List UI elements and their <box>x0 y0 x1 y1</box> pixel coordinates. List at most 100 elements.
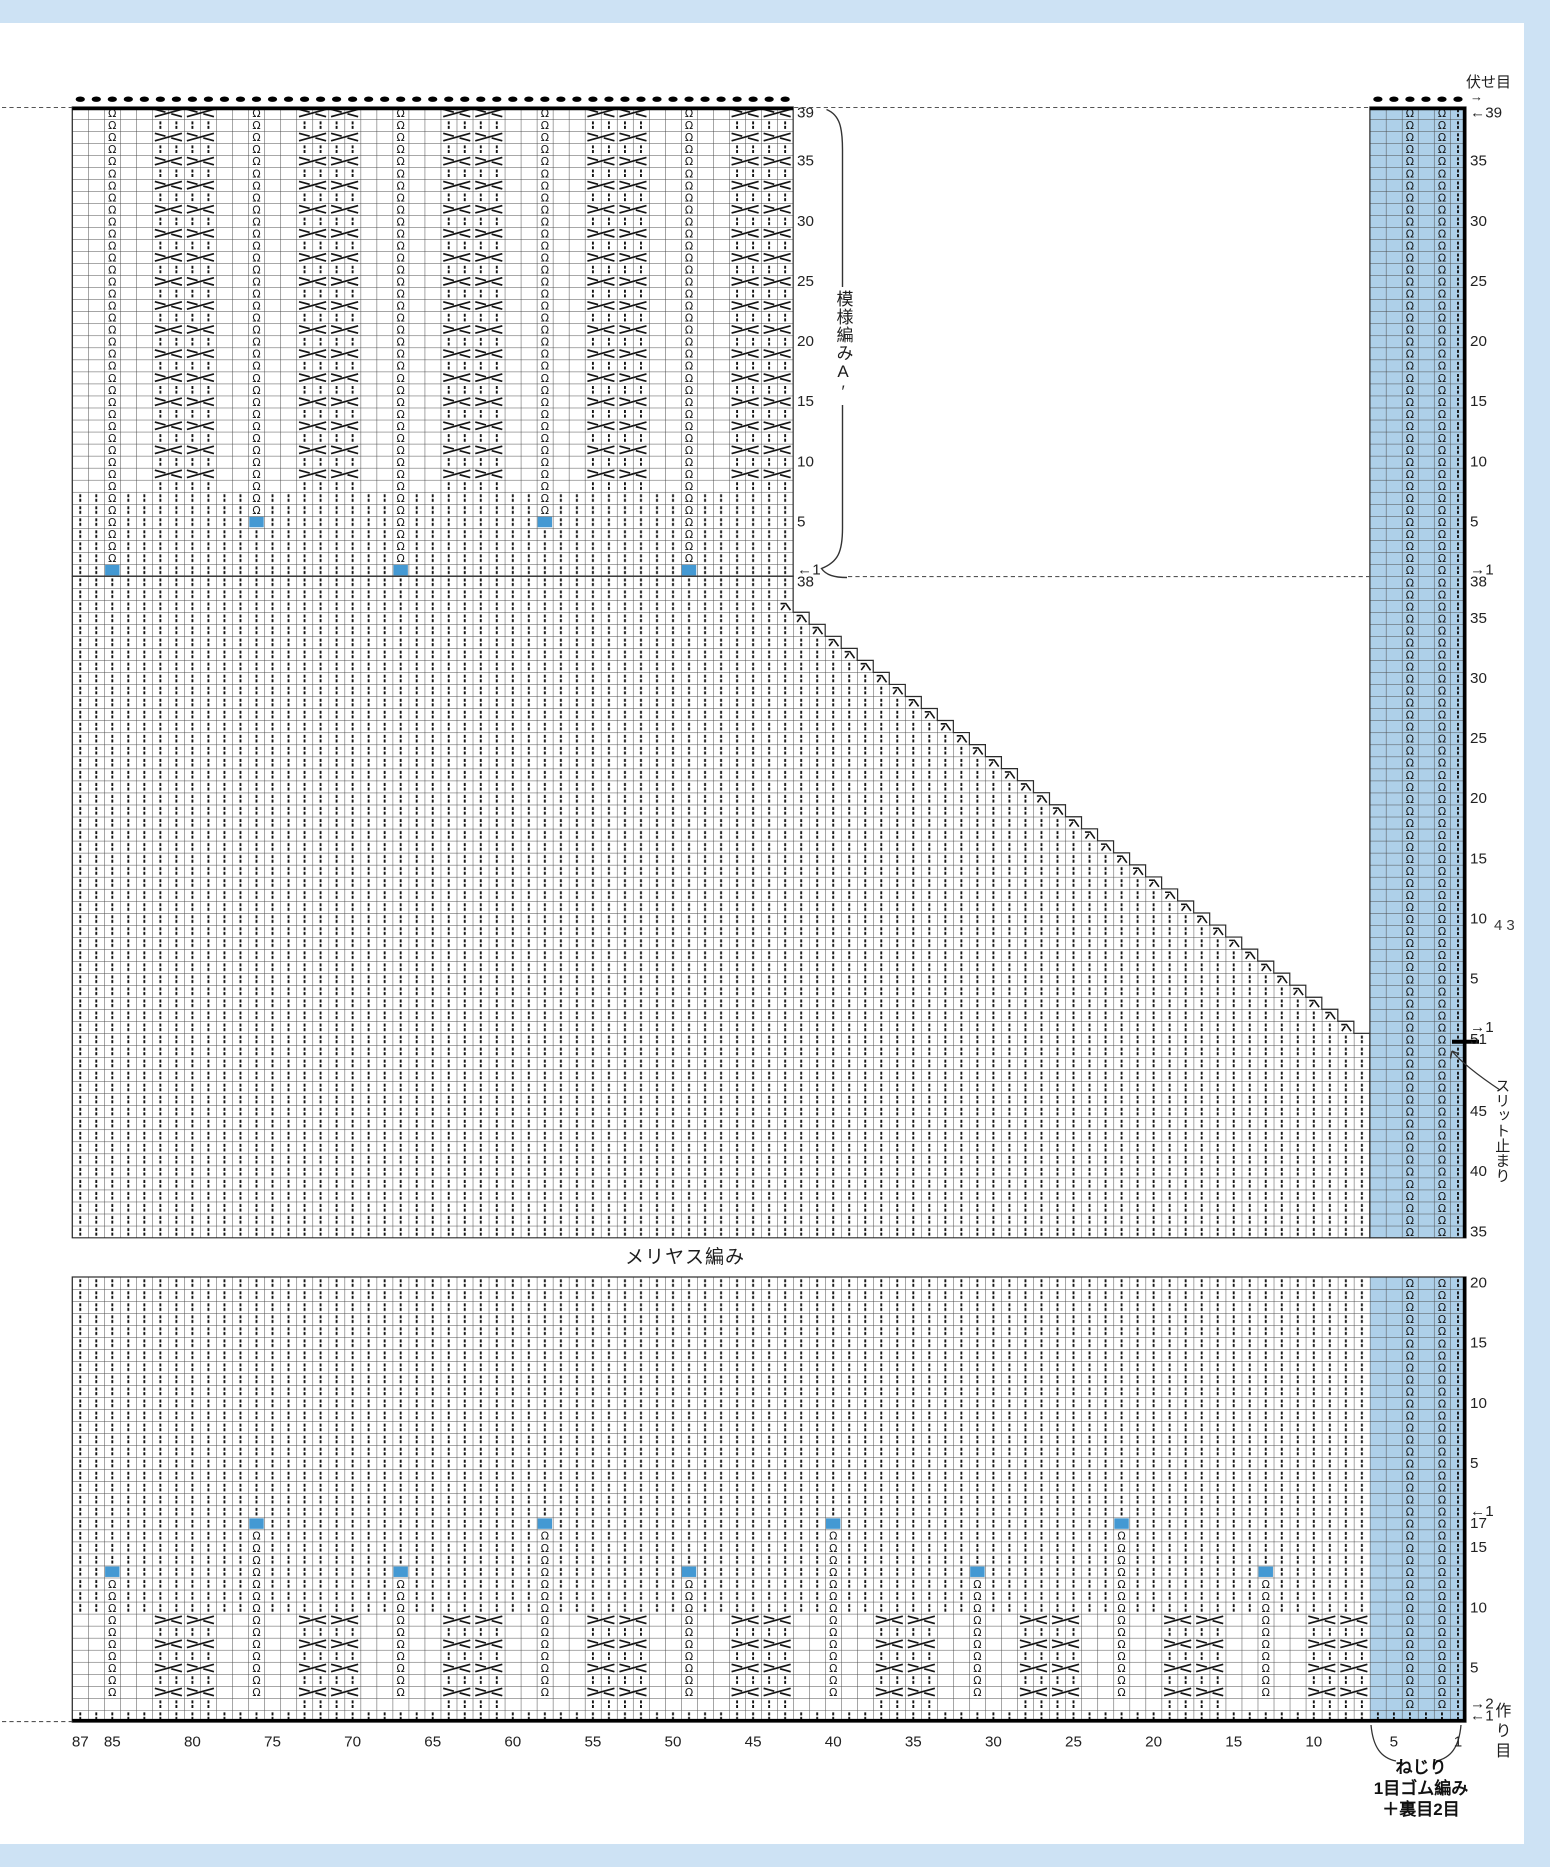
svg-text:Ω: Ω <box>108 492 116 505</box>
svg-text:Ω: Ω <box>1438 1277 1446 1290</box>
svg-text:Ω: Ω <box>829 1662 837 1675</box>
bind-off-label: 伏せ目 <box>1466 74 1512 91</box>
svg-text:30: 30 <box>1470 670 1487 687</box>
svg-text:Ω: Ω <box>252 155 260 168</box>
svg-text:Ω: Ω <box>1438 1082 1446 1095</box>
svg-text:Ω: Ω <box>541 456 549 469</box>
svg-text:Ω: Ω <box>1438 1494 1446 1507</box>
svg-text:Ω: Ω <box>108 420 116 433</box>
svg-text:Ω: Ω <box>1438 239 1446 252</box>
svg-text:Ω: Ω <box>973 1626 981 1639</box>
chart-outlines <box>71 106 1479 1723</box>
svg-text:Ω: Ω <box>829 1650 837 1663</box>
svg-text:Ω: Ω <box>685 408 693 421</box>
svg-text:Ω: Ω <box>685 336 693 349</box>
svg-text:Ω: Ω <box>252 456 260 469</box>
svg-text:Ω: Ω <box>108 1626 116 1639</box>
svg-text:Ω: Ω <box>1438 600 1446 613</box>
svg-text:Ω: Ω <box>397 107 405 120</box>
svg-text:Ω: Ω <box>252 1602 260 1615</box>
svg-text:Ω: Ω <box>1406 877 1414 890</box>
svg-text:5: 5 <box>1390 1734 1398 1751</box>
svg-text:Ω: Ω <box>252 384 260 397</box>
svg-text:Ω: Ω <box>685 552 693 565</box>
svg-text:Ω: Ω <box>685 492 693 505</box>
svg-text:Ω: Ω <box>1262 1626 1270 1639</box>
svg-text:Ω: Ω <box>397 227 405 240</box>
svg-text:Ω: Ω <box>397 396 405 409</box>
svg-text:Ω: Ω <box>1406 1494 1414 1507</box>
svg-text:20: 20 <box>797 333 814 350</box>
svg-text:Ω: Ω <box>1262 1686 1270 1699</box>
svg-text:Ω: Ω <box>1406 1385 1414 1398</box>
svg-text:Ω: Ω <box>685 107 693 120</box>
svg-text:40: 40 <box>1470 1163 1487 1180</box>
svg-text:Ω: Ω <box>1406 913 1414 926</box>
svg-text:Ω: Ω <box>1406 600 1414 613</box>
svg-text:Ω: Ω <box>1438 673 1446 686</box>
svg-text:5: 5 <box>797 514 805 531</box>
svg-text:Ω: Ω <box>1406 564 1414 577</box>
svg-text:Ω: Ω <box>1438 492 1446 505</box>
svg-text:Ω: Ω <box>252 1662 260 1675</box>
svg-text:Ω: Ω <box>1438 1154 1446 1167</box>
page-margin-top <box>0 0 1550 23</box>
svg-text:Ω: Ω <box>252 263 260 276</box>
svg-text:Ω: Ω <box>397 1686 405 1699</box>
svg-text:Ω: Ω <box>108 456 116 469</box>
svg-text:Ω: Ω <box>1438 1482 1446 1495</box>
svg-text:Ω: Ω <box>1438 1542 1446 1555</box>
annotation-strokes <box>820 108 1501 1762</box>
svg-text:Ω: Ω <box>541 312 549 325</box>
svg-text:Ω: Ω <box>1438 1530 1446 1543</box>
svg-text:Ω: Ω <box>685 372 693 385</box>
svg-text:Ω: Ω <box>397 312 405 325</box>
slit-end-label: スリット止まり <box>1493 1078 1511 1183</box>
svg-text:Ω: Ω <box>1406 396 1414 409</box>
svg-text:Ω: Ω <box>1438 191 1446 204</box>
svg-text:Ω: Ω <box>541 251 549 264</box>
svg-text:Ω: Ω <box>685 324 693 337</box>
svg-text:Ω: Ω <box>397 372 405 385</box>
svg-text:Ω: Ω <box>685 288 693 301</box>
svg-text:Ω: Ω <box>108 408 116 421</box>
svg-text:Ω: Ω <box>1438 1554 1446 1567</box>
svg-text:Ω: Ω <box>108 276 116 289</box>
svg-text:Ω: Ω <box>1406 901 1414 914</box>
svg-text:Ω: Ω <box>1406 1686 1414 1699</box>
svg-text:Ω: Ω <box>1438 143 1446 156</box>
svg-text:Ω: Ω <box>1438 685 1446 698</box>
svg-text:Ω: Ω <box>1406 1590 1414 1603</box>
svg-text:Ω: Ω <box>1438 709 1446 722</box>
svg-text:Ω: Ω <box>1438 227 1446 240</box>
svg-text:Ω: Ω <box>1406 131 1414 144</box>
svg-text:Ω: Ω <box>108 552 116 565</box>
svg-text:Ω: Ω <box>1438 660 1446 673</box>
svg-text:Ω: Ω <box>1262 1590 1270 1603</box>
svg-text:Ω: Ω <box>685 348 693 361</box>
svg-text:10: 10 <box>797 453 814 470</box>
svg-text:Ω: Ω <box>1438 588 1446 601</box>
svg-text:Ω: Ω <box>108 300 116 313</box>
svg-text:25: 25 <box>1065 1734 1082 1751</box>
svg-text:Ω: Ω <box>829 1530 837 1543</box>
svg-text:Ω: Ω <box>397 516 405 529</box>
svg-text:Ω: Ω <box>1406 1033 1414 1046</box>
svg-text:Ω: Ω <box>829 1590 837 1603</box>
svg-text:Ω: Ω <box>1406 276 1414 289</box>
svg-text:Ω: Ω <box>1406 1674 1414 1687</box>
svg-text:Ω: Ω <box>685 1650 693 1663</box>
svg-text:Ω: Ω <box>541 155 549 168</box>
bottom-chart-symbols: ΩΩΩΩΩΩΩΩΩΩΩΩΩΩΩΩΩΩΩΩΩΩΩΩΩΩΩΩΩΩΩΩΩΩΩΩΩΩΩΩ… <box>105 1518 1368 1708</box>
svg-text:Ω: Ω <box>1406 1021 1414 1034</box>
svg-text:Ω: Ω <box>685 456 693 469</box>
svg-text:Ω: Ω <box>108 1614 116 1627</box>
svg-text:Ω: Ω <box>108 155 116 168</box>
svg-text:Ω: Ω <box>1406 1337 1414 1350</box>
svg-text:20: 20 <box>1470 1275 1487 1292</box>
svg-text:Ω: Ω <box>1438 504 1446 517</box>
svg-text:20: 20 <box>1145 1734 1162 1751</box>
svg-text:85: 85 <box>104 1734 121 1751</box>
svg-text:Ω: Ω <box>541 408 549 421</box>
svg-text:Ω: Ω <box>1438 612 1446 625</box>
